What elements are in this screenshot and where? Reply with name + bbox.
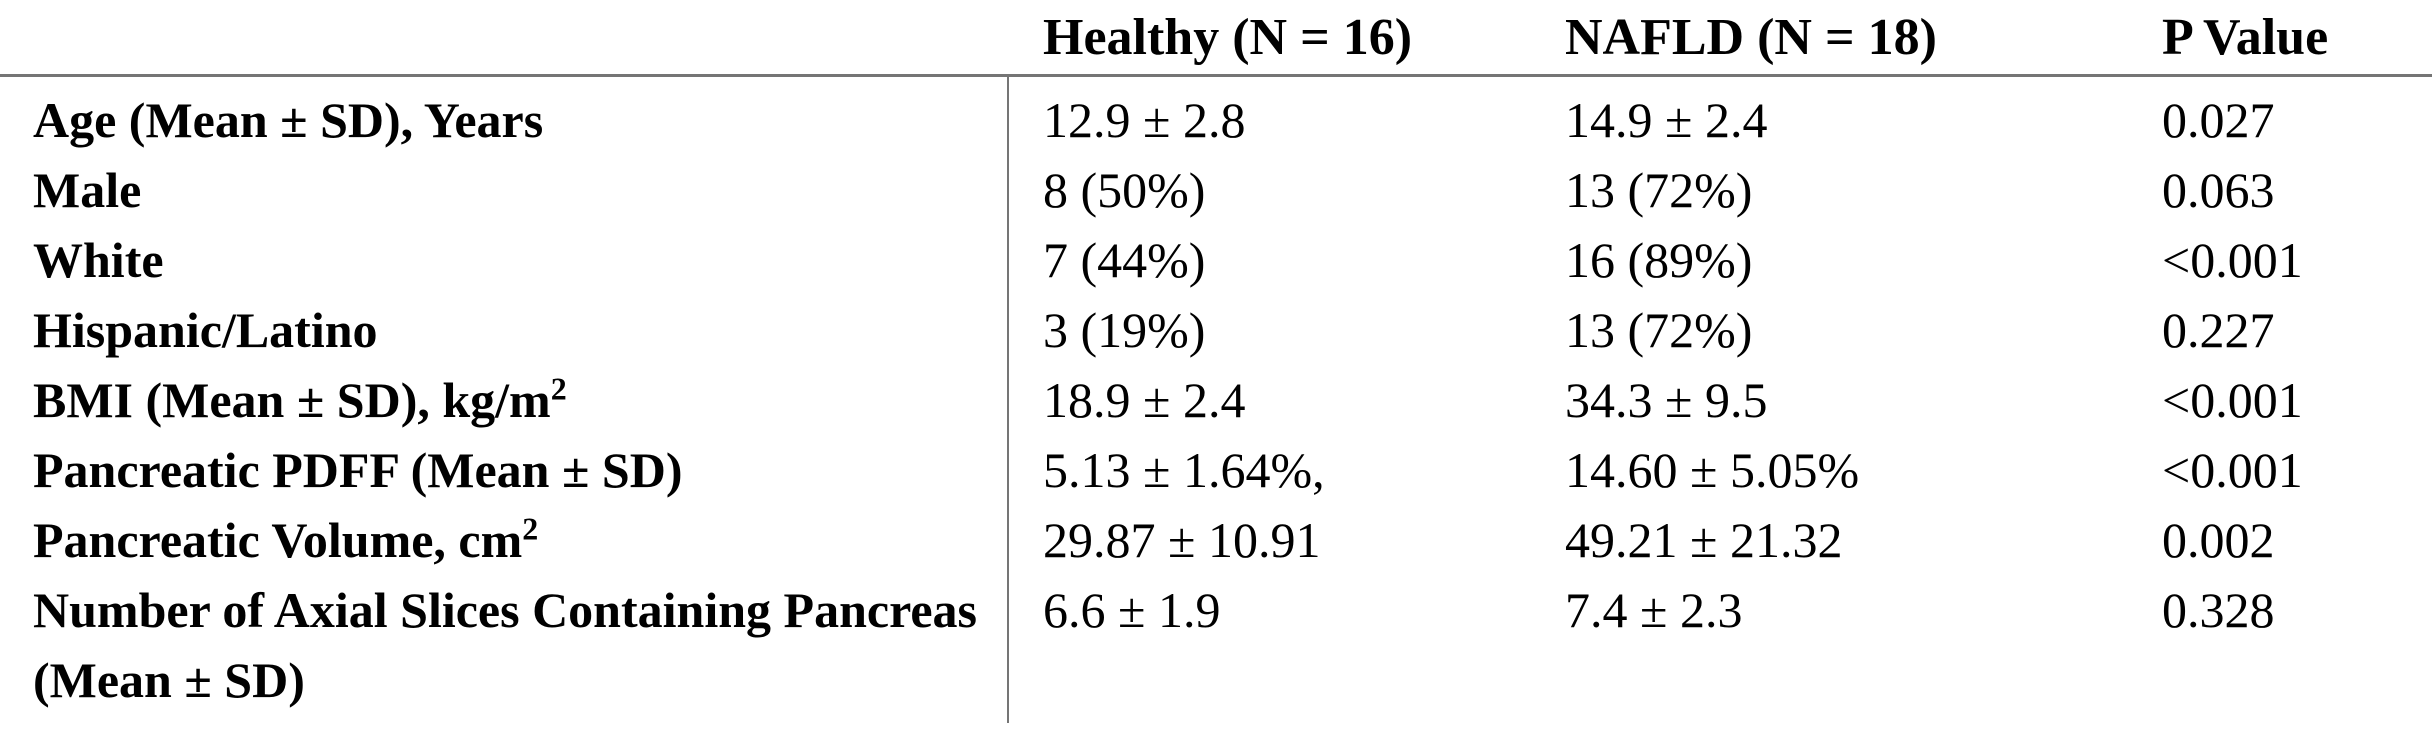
cell-p-value: 0.063 bbox=[2162, 162, 2275, 218]
row-label: White bbox=[0, 225, 1043, 295]
cell-healthy: 18.9 ± 2.4 bbox=[1043, 372, 1246, 428]
row-label-text: Pancreatic Volume, cm bbox=[33, 512, 523, 568]
row-label-text: Pancreatic PDFF (Mean ± SD) bbox=[33, 442, 683, 498]
column-header-nafld: NAFLD (N = 18) bbox=[1565, 8, 1937, 66]
row-label-superscript: 2 bbox=[522, 510, 539, 547]
table-row-age: Age (Mean ± SD), Years 12.9 ± 2.8 14.9 ±… bbox=[0, 85, 2432, 155]
table-header-row: Healthy (N = 16) NAFLD (N = 18) P Value bbox=[0, 0, 2432, 77]
row-label-text: Hispanic/Latino bbox=[33, 302, 378, 358]
cell-healthy: 29.87 ± 10.91 bbox=[1043, 512, 1321, 568]
table-row-pancreatic-pdff: Pancreatic PDFF (Mean ± SD) 5.13 ± 1.64%… bbox=[0, 435, 2432, 505]
cell-nafld: 34.3 ± 9.5 bbox=[1565, 372, 1768, 428]
cell-p-value: <0.001 bbox=[2162, 372, 2303, 428]
cell-healthy: 12.9 ± 2.8 bbox=[1043, 92, 1246, 148]
row-label-superscript: 2 bbox=[550, 370, 567, 407]
cell-p-value: 0.227 bbox=[2162, 302, 2275, 358]
column-header-p-value: P Value bbox=[2162, 8, 2329, 66]
cell-healthy: 6.6 ± 1.9 bbox=[1043, 582, 1221, 638]
table-row-pancreatic-volume: Pancreatic Volume, cm2 29.87 ± 10.91 49.… bbox=[0, 505, 2432, 575]
table-row-bmi: BMI (Mean ± SD), kg/m2 18.9 ± 2.4 34.3 ±… bbox=[0, 365, 2432, 435]
table-row-male: Male 8 (50%) 13 (72%) 0.063 bbox=[0, 155, 2432, 225]
row-label: Pancreatic Volume, cm2 bbox=[0, 505, 1043, 575]
cell-healthy: 8 (50%) bbox=[1043, 162, 1206, 218]
cell-p-value: 0.027 bbox=[2162, 92, 2275, 148]
row-label-text: BMI (Mean ± SD), kg/m bbox=[33, 372, 551, 428]
column-divider-rule bbox=[1007, 77, 1009, 723]
cell-healthy: 7 (44%) bbox=[1043, 232, 1206, 288]
cell-nafld: 49.21 ± 21.32 bbox=[1565, 512, 1843, 568]
cell-nafld: 16 (89%) bbox=[1565, 232, 1753, 288]
table-row-white: White 7 (44%) 16 (89%) <0.001 bbox=[0, 225, 2432, 295]
row-label: Pancreatic PDFF (Mean ± SD) bbox=[0, 435, 1043, 505]
row-label-text: White bbox=[33, 232, 164, 288]
cell-p-value: 0.002 bbox=[2162, 512, 2275, 568]
table-body: Age (Mean ± SD), Years 12.9 ± 2.8 14.9 ±… bbox=[0, 77, 2432, 723]
row-label: Age (Mean ± SD), Years bbox=[0, 85, 1043, 155]
cell-nafld: 14.60 ± 5.05% bbox=[1565, 442, 1860, 498]
row-label: Hispanic/Latino bbox=[0, 295, 1043, 365]
row-label-text: Number of Axial Slices Containing Pancre… bbox=[33, 582, 978, 708]
row-label-text: Age (Mean ± SD), Years bbox=[33, 92, 544, 148]
row-label: BMI (Mean ± SD), kg/m2 bbox=[0, 365, 1043, 435]
cell-healthy: 3 (19%) bbox=[1043, 302, 1206, 358]
cell-p-value: <0.001 bbox=[2162, 232, 2303, 288]
row-label: Male bbox=[0, 155, 1043, 225]
cell-p-value: <0.001 bbox=[2162, 442, 2303, 498]
column-header-healthy: Healthy (N = 16) bbox=[1043, 8, 1413, 66]
cell-p-value: 0.328 bbox=[2162, 582, 2275, 638]
table-row-hispanic-latino: Hispanic/Latino 3 (19%) 13 (72%) 0.227 bbox=[0, 295, 2432, 365]
cell-nafld: 13 (72%) bbox=[1565, 302, 1753, 358]
cell-nafld: 14.9 ± 2.4 bbox=[1565, 92, 1768, 148]
cell-nafld: 7.4 ± 2.3 bbox=[1565, 582, 1743, 638]
cell-nafld: 13 (72%) bbox=[1565, 162, 1753, 218]
row-label: Number of Axial Slices Containing Pancre… bbox=[0, 575, 1043, 715]
row-label-text: Male bbox=[33, 162, 142, 218]
column-header-blank bbox=[0, 0, 1043, 74]
cell-healthy: 5.13 ± 1.64%, bbox=[1043, 442, 1325, 498]
table-row-axial-slices: Number of Axial Slices Containing Pancre… bbox=[0, 575, 2432, 715]
